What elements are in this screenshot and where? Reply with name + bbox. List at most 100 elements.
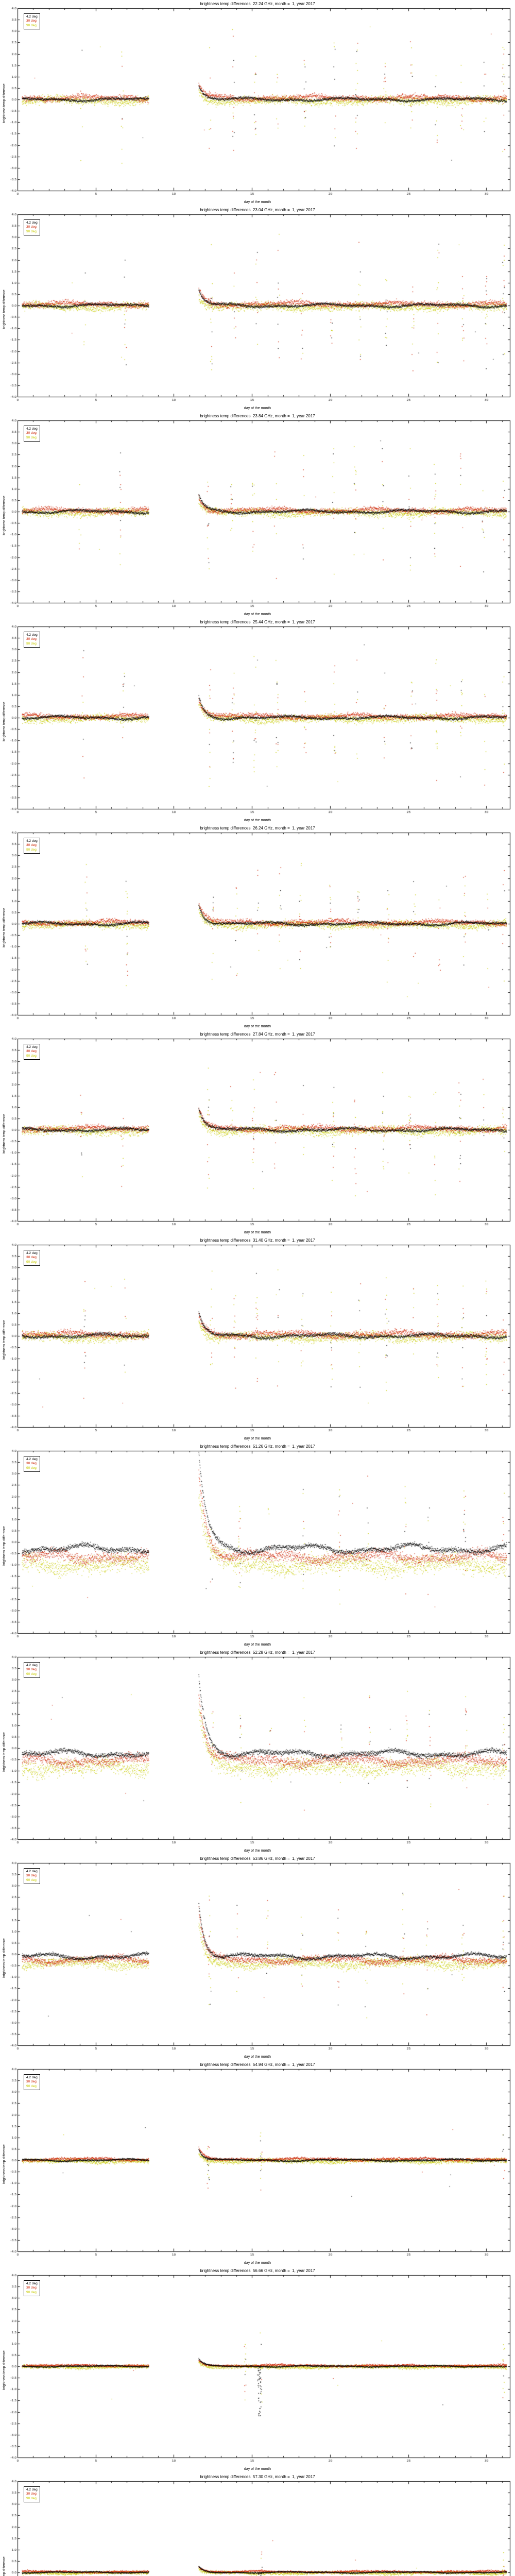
- plot-title: brightness temp differences 51.26 GHz, m…: [200, 1444, 315, 1449]
- x-axis-label: day of the month: [244, 1849, 271, 1853]
- legend: 4.2 deg 30 deg 90 deg: [24, 1868, 40, 1885]
- legend-entry: 90 deg: [26, 2496, 37, 2500]
- legend: 4.2 deg 30 deg 90 deg: [24, 13, 40, 30]
- legend-entry: 30 deg: [26, 2492, 37, 2496]
- legend-entry: 30 deg: [26, 1256, 37, 1260]
- legend-entry: 4.2 deg: [26, 1664, 38, 1667]
- legend: 4.2 deg 30 deg 90 deg: [24, 2486, 40, 2503]
- legend-entry: 4.2 deg: [26, 2076, 38, 2079]
- legend-entry: 90 deg: [26, 1672, 37, 1676]
- scatter-canvas: [0, 2061, 515, 2267]
- legend-entry: 4.2 deg: [26, 221, 38, 225]
- scatter-canvas: [0, 2267, 515, 2473]
- scatter-canvas: [0, 618, 515, 824]
- plot-figure: brightness temp differences 26.24 GHz, m…: [0, 824, 515, 1030]
- plot-title: brightness temp differences 22.24 GHz, m…: [200, 2, 315, 6]
- legend-entry: 4.2 deg: [26, 15, 38, 19]
- legend-entry: 90 deg: [26, 229, 37, 233]
- scatter-canvas: [0, 0, 515, 206]
- legend-entry: 30 deg: [26, 1462, 37, 1466]
- legend-entry: 90 deg: [26, 435, 37, 439]
- x-axis-label: day of the month: [244, 2261, 271, 2265]
- plot-title: brightness temp differences 23.84 GHz, m…: [200, 414, 315, 418]
- legend: 4.2 deg 30 deg 90 deg: [24, 1044, 40, 1060]
- x-axis-label: day of the month: [244, 819, 271, 822]
- legend-entry: 4.2 deg: [26, 2282, 38, 2285]
- legend-entry: 90 deg: [26, 1054, 37, 1058]
- legend-entry: 90 deg: [26, 641, 37, 646]
- legend-entry: 30 deg: [26, 19, 37, 23]
- legend: 4.2 deg 30 deg 90 deg: [24, 1250, 40, 1266]
- legend-entry: 4.2 deg: [26, 1458, 38, 1461]
- x-axis-label: day of the month: [244, 2055, 271, 2059]
- legend: 4.2 deg 30 deg 90 deg: [24, 1662, 40, 1679]
- legend-entry: 90 deg: [26, 2290, 37, 2294]
- plot-figure: brightness temp differences 51.26 GHz, m…: [0, 1443, 515, 1649]
- legend-entry: 4.2 deg: [26, 427, 38, 431]
- plot-figure: brightness temp differences 56.66 GHz, m…: [0, 2267, 515, 2473]
- x-axis-label: day of the month: [244, 406, 271, 410]
- legend-entry: 4.2 deg: [26, 2488, 38, 2492]
- plot-title: brightness temp differences 31.40 GHz, m…: [200, 1238, 315, 1243]
- plot-title: brightness temp differences 54.94 GHz, m…: [200, 2062, 315, 2067]
- plot-figure: brightness temp differences 22.24 GHz, m…: [0, 0, 515, 206]
- legend-entry: 90 deg: [26, 23, 37, 27]
- x-axis-label: day of the month: [244, 1025, 271, 1028]
- scatter-canvas: [0, 1236, 515, 1443]
- scatter-canvas: [0, 2473, 515, 2576]
- plot-title: brightness temp differences 25.44 GHz, m…: [200, 620, 315, 624]
- legend-entry: 4.2 deg: [26, 839, 38, 843]
- plot-title: brightness temp differences 27.84 GHz, m…: [200, 1032, 315, 1037]
- legend-entry: 4.2 deg: [26, 1251, 38, 1255]
- plot-figure: brightness temp differences 23.04 GHz, m…: [0, 206, 515, 412]
- scatter-canvas: [0, 1030, 515, 1236]
- x-axis-label: day of the month: [244, 200, 271, 204]
- legend: 4.2 deg 30 deg 90 deg: [24, 2280, 40, 2297]
- legend-entry: 30 deg: [26, 843, 37, 848]
- legend: 4.2 deg 30 deg 90 deg: [24, 2074, 40, 2091]
- plot-title: brightness temp differences 53.86 GHz, m…: [200, 1856, 315, 1861]
- legend-entry: 4.2 deg: [26, 1870, 38, 1873]
- legend-entry: 30 deg: [26, 2286, 37, 2290]
- legend-entry: 30 deg: [26, 1668, 37, 1672]
- legend-entry: 90 deg: [26, 1878, 37, 1882]
- legend: 4.2 deg 30 deg 90 deg: [24, 838, 40, 854]
- plot-title: brightness temp differences 56.66 GHz, m…: [200, 2268, 315, 2273]
- legend-entry: 90 deg: [26, 1466, 37, 1470]
- scatter-canvas: [0, 824, 515, 1030]
- legend: 4.2 deg 30 deg 90 deg: [24, 632, 40, 648]
- legend-entry: 90 deg: [26, 848, 37, 852]
- plot-figure: brightness temp differences 52.28 GHz, m…: [0, 1649, 515, 1855]
- legend: 4.2 deg 30 deg 90 deg: [24, 1456, 40, 1472]
- legend-entry: 30 deg: [26, 637, 37, 641]
- legend: 4.2 deg 30 deg 90 deg: [24, 426, 40, 442]
- plot-figure: brightness temp differences 27.84 GHz, m…: [0, 1030, 515, 1236]
- scatter-canvas: [0, 1649, 515, 1855]
- plot-title: brightness temp differences 52.28 GHz, m…: [200, 1650, 315, 1655]
- plot-title: brightness temp differences 57.30 GHz, m…: [200, 2475, 315, 2479]
- legend-entry: 4.2 deg: [26, 1045, 38, 1049]
- legend: 4.2 deg 30 deg 90 deg: [24, 219, 40, 236]
- legend-entry: 30 deg: [26, 225, 37, 229]
- x-axis-label: day of the month: [244, 613, 271, 616]
- legend-entry: 30 deg: [26, 1049, 37, 1054]
- legend-entry: 90 deg: [26, 2084, 37, 2088]
- scatter-canvas: [0, 206, 515, 412]
- plot-figure: brightness temp differences 25.44 GHz, m…: [0, 618, 515, 824]
- plot-title: brightness temp differences 26.24 GHz, m…: [200, 826, 315, 831]
- plot-title: brightness temp differences 23.04 GHz, m…: [200, 208, 315, 212]
- x-axis-label: day of the month: [244, 1231, 271, 1234]
- scatter-canvas: [0, 1443, 515, 1649]
- legend-entry: 4.2 deg: [26, 633, 38, 637]
- legend-entry: 30 deg: [26, 2080, 37, 2084]
- legend-entry: 30 deg: [26, 1874, 37, 1878]
- scatter-canvas: [0, 412, 515, 618]
- plot-figure: brightness temp differences 31.40 GHz, m…: [0, 1236, 515, 1443]
- x-axis-label: day of the month: [244, 1643, 271, 1647]
- plot-figure: brightness temp differences 53.86 GHz, m…: [0, 1855, 515, 2061]
- plot-figure: brightness temp differences 23.84 GHz, m…: [0, 412, 515, 618]
- legend-entry: 30 deg: [26, 431, 37, 435]
- legend-entry: 90 deg: [26, 1260, 37, 1264]
- plot-figure: brightness temp differences 54.94 GHz, m…: [0, 2061, 515, 2267]
- x-axis-label: day of the month: [244, 2467, 271, 2471]
